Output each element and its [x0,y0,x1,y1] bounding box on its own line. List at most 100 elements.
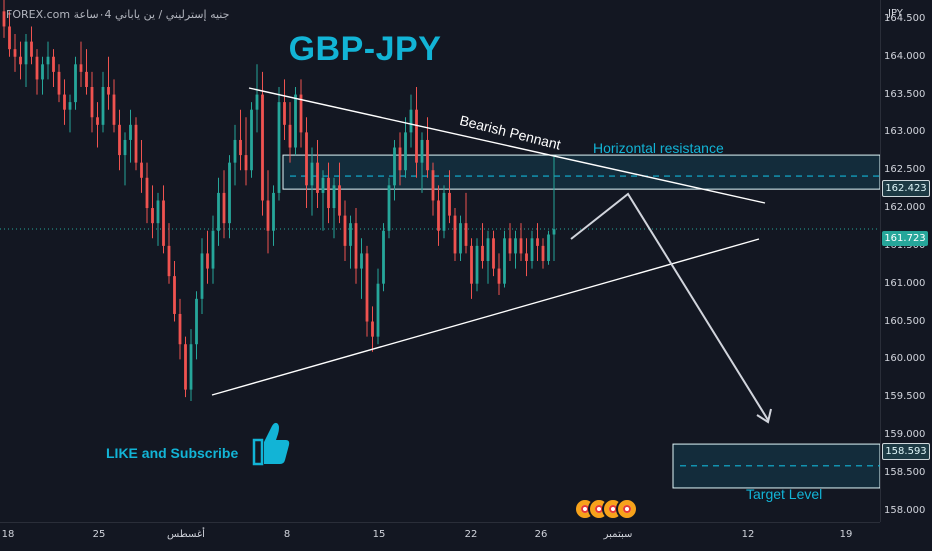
pennant-lower-trendline [211,238,760,396]
projection-path [570,192,769,421]
candle-body [101,87,105,125]
candle-body [365,253,369,322]
candle-body [288,124,292,148]
price-axis[interactable] [880,0,932,522]
candle-body [371,321,374,337]
candle-body [178,313,182,345]
candle-body [195,298,198,345]
candle-body [310,162,314,186]
candle-body [283,102,286,125]
candle-body [486,238,490,261]
time-tick-label: أغسطس [167,529,205,540]
candle-body [206,253,209,269]
price-tick-label: 160.000 [884,353,926,365]
candle-body [415,109,418,163]
candle-body [46,56,50,65]
time-tick-label: 12 [741,529,755,540]
candle-body [552,229,556,235]
candle-body [343,215,347,246]
price-tick-label: 161.000 [884,277,926,289]
candle-body [360,253,363,269]
time-tick-label: 8 [283,529,291,540]
price-tick-label: 164.000 [884,50,926,62]
candle-body [52,56,55,72]
candle-body [145,177,149,209]
candle-body [453,215,457,254]
symbol-description: جنيه إسترليني / ين ياباني ٠4ساعة [73,8,230,21]
candle-body [431,170,435,201]
economic-event-icon[interactable] [616,498,638,520]
candle-body [189,344,193,390]
time-tick-label: 25 [92,529,106,540]
time-tick-label: 15 [372,529,386,540]
resistance-zone [282,154,880,190]
candle-body [481,245,484,261]
candle-body [354,223,358,269]
price-tick-label: 158.000 [884,504,926,516]
candle-body [376,283,380,337]
candle-body [63,94,66,110]
time-tick-label: 19 [839,529,853,540]
candle-body [426,139,429,171]
price-tick-label: 158.500 [884,466,926,478]
time-tick-label: سبتمبر [603,529,633,540]
symbol-header: FOREX.com جنيه إسترليني / ين ياباني ٠4سا… [6,8,229,21]
candle-body [250,109,253,171]
candle-body [79,64,83,72]
candle-body [442,192,446,231]
candle-body [57,71,61,95]
candle-body [151,208,154,224]
candle-body [217,192,220,231]
price-tick-label: 159.000 [884,429,926,440]
candle-body [35,56,39,80]
candle-body [85,71,88,87]
candle-body [41,64,44,80]
candle-body [409,109,413,133]
candle-body [184,344,187,390]
price-chart[interactable] [0,0,880,522]
candle-body [437,200,440,231]
candle-body [266,200,270,231]
candle-body [459,223,462,254]
candle-body [497,268,501,284]
candle-body [140,162,143,178]
candle-body [404,132,407,171]
price-tick-label: 162.000 [884,202,926,214]
candle-body [393,147,396,186]
candle-body [536,238,539,246]
candle-body [327,177,330,209]
candle-body [244,155,248,171]
candle-body [74,64,77,103]
candle-body [305,132,308,186]
candle-body [475,245,479,284]
candle-body [233,139,237,163]
candle-body [134,124,138,163]
candle-body [222,192,226,224]
target-price-label: 158.593 [882,443,930,460]
candle-body [8,26,11,50]
candle-body [30,41,33,57]
candle-body [13,49,17,57]
time-axis[interactable] [0,522,880,551]
candle-body [530,238,534,261]
price-tick-label: 162.500 [884,164,926,176]
candle-body [470,245,473,284]
resistance-label: Horizontal resistance [593,140,724,156]
candle-body [24,41,28,65]
candle-body [464,223,468,246]
candle-body [547,234,550,261]
candle-body [525,253,528,261]
candle-body [321,177,325,193]
candle-body [68,102,72,110]
projection-arrowhead [756,408,772,424]
candle-body [173,276,176,314]
candle-body [90,87,94,118]
currency-label: JPY [888,8,903,19]
pennant-upper-trendline [248,87,766,204]
candle-body [398,147,402,171]
candle-body [156,200,160,224]
candle-body [448,192,451,216]
price-tick-label: 164.500 [884,12,926,24]
candle-body [492,238,495,269]
candle-body [129,124,132,140]
